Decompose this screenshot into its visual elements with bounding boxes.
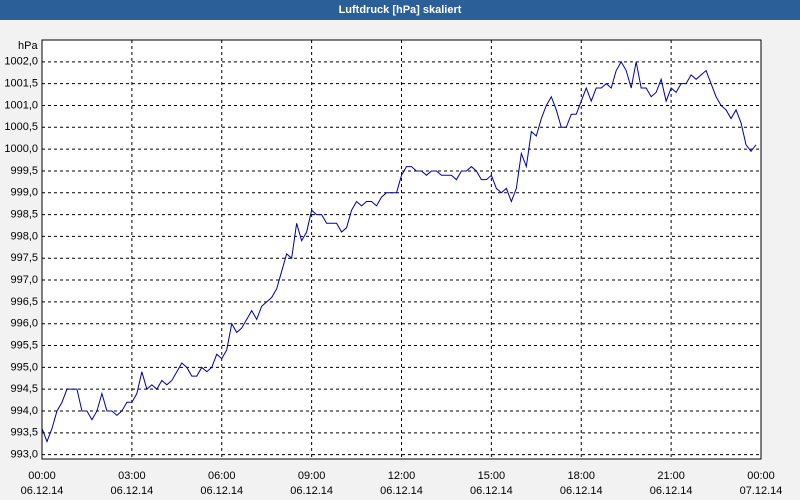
x-tick-label: 00:00 (28, 470, 56, 482)
data-line (41, 60, 757, 443)
y-tick-label: 996,0 (10, 318, 38, 330)
x-tick-date: 06.12.14 (290, 485, 333, 497)
x-tick-date: 07.12.14 (740, 485, 783, 497)
y-tick-label: 1001,0 (4, 99, 38, 111)
y-tick-label: 996,5 (10, 296, 38, 308)
x-tick-label: 00:00 (747, 470, 775, 482)
x-tick-label: 21:00 (657, 470, 685, 482)
y-tick-label: 1000,5 (4, 121, 38, 133)
y-tick-label: 1001,5 (4, 78, 38, 90)
y-tick-label: 999,5 (10, 165, 38, 177)
y-tick-label: 997,0 (10, 274, 38, 286)
y-tick-label: 993,5 (10, 427, 38, 439)
y-tick-label: 997,5 (10, 252, 38, 264)
x-tick-date: 06.12.14 (110, 485, 153, 497)
x-tick-label: 09:00 (298, 470, 326, 482)
x-tick-label: 06:00 (208, 470, 236, 482)
x-tick-date: 06.12.14 (470, 485, 513, 497)
x-tick-date: 06.12.14 (200, 485, 243, 497)
y-tick-label: 1002,0 (4, 56, 38, 68)
x-tick-label: 15:00 (478, 470, 506, 482)
x-tick-label: 12:00 (388, 470, 416, 482)
title-bar (0, 0, 800, 20)
y-tick-label: 999,0 (10, 187, 38, 199)
x-tick-date: 06.12.14 (560, 485, 603, 497)
x-tick-label: 03:00 (118, 470, 146, 482)
y-tick-label: 994,0 (10, 405, 38, 417)
y-tick-label: 995,0 (10, 361, 38, 373)
x-tick-date: 06.12.14 (21, 485, 64, 497)
chart-title: Luftdruck [hPa] skaliert (339, 4, 462, 16)
y-tick-label: 998,0 (10, 230, 38, 242)
y-tick-label: 998,5 (10, 208, 38, 220)
y-tick-label: 994,5 (10, 383, 38, 395)
y-tick-label: 1000,0 (4, 143, 38, 155)
x-tick-date: 06.12.14 (380, 485, 423, 497)
y-axis-label: hPa (18, 40, 38, 52)
y-tick-label: 993,0 (10, 449, 38, 461)
y-tick-label: 995,5 (10, 339, 38, 351)
x-tick-label: 18:00 (567, 470, 595, 482)
x-tick-date: 06.12.14 (650, 485, 693, 497)
